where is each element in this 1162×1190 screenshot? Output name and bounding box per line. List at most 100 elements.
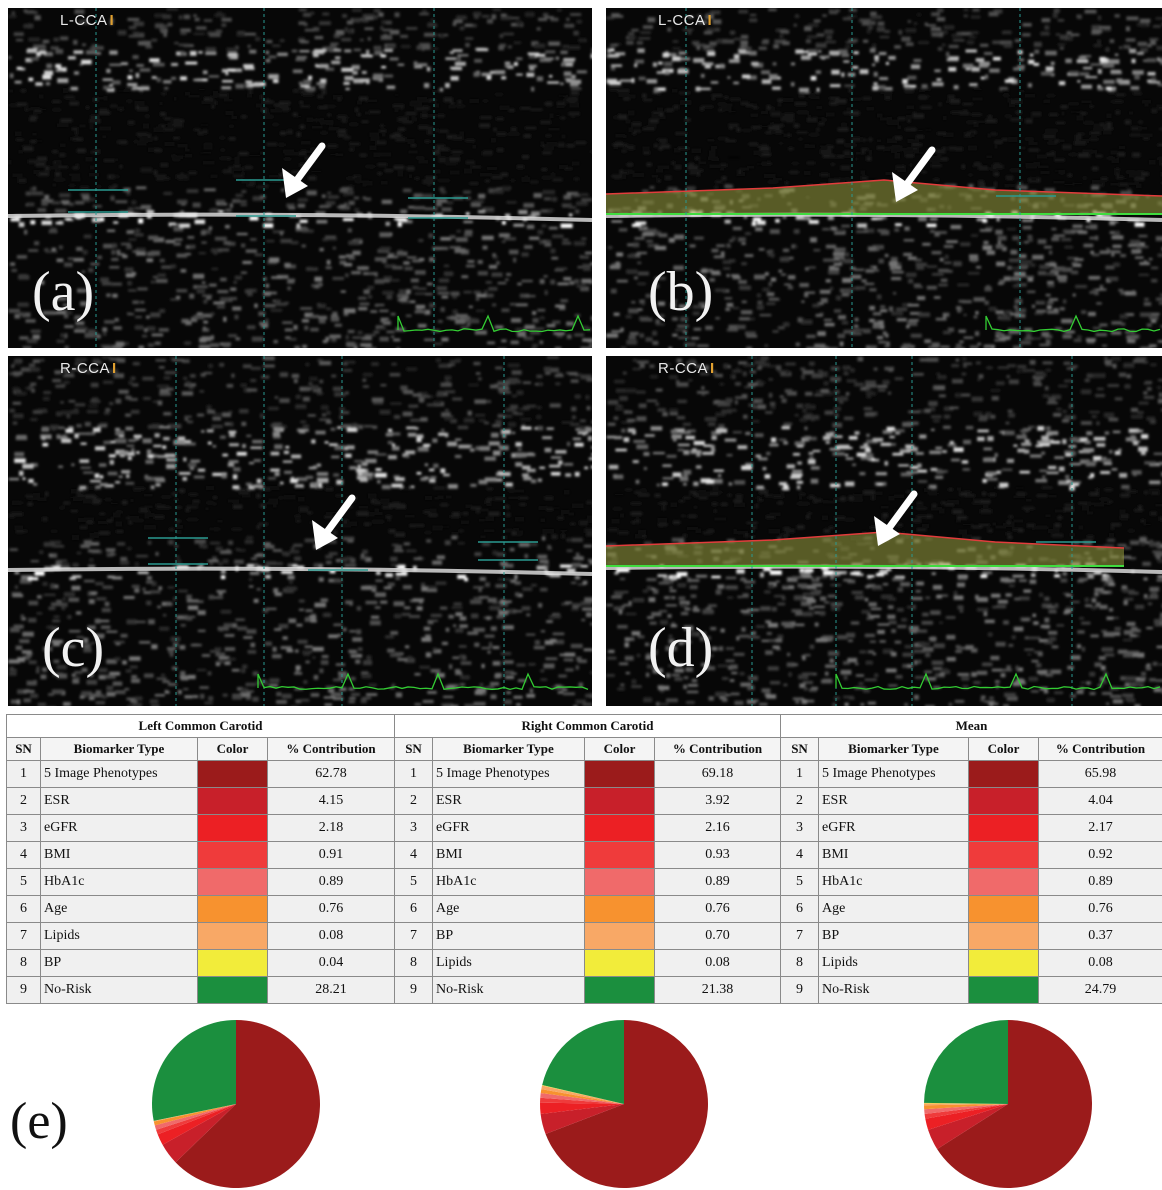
color-swatch — [198, 761, 267, 787]
row-contribution: 0.76 — [268, 896, 395, 923]
row-biomarker: BMI — [819, 842, 969, 869]
color-swatch — [198, 923, 267, 949]
row-sn: 7 — [395, 923, 433, 950]
row-biomarker: BMI — [41, 842, 198, 869]
depth-marker-icon: I — [708, 12, 713, 29]
row-contribution: 28.21 — [268, 977, 395, 1004]
row-biomarker: Age — [433, 896, 585, 923]
color-swatch — [198, 869, 267, 895]
row-color-cell — [585, 896, 655, 923]
view-label-text: R-CCA — [658, 360, 708, 377]
color-swatch — [969, 977, 1038, 1003]
row-color-cell — [585, 788, 655, 815]
color-swatch — [198, 815, 267, 841]
row-color-cell — [585, 761, 655, 788]
row-contribution: 69.18 — [655, 761, 781, 788]
color-swatch — [969, 788, 1038, 814]
row-sn: 8 — [781, 950, 819, 977]
row-color-cell — [198, 977, 268, 1004]
color-swatch — [585, 977, 654, 1003]
row-contribution: 0.89 — [1039, 869, 1162, 896]
row-biomarker: ESR — [41, 788, 198, 815]
row-contribution: 0.37 — [1039, 923, 1162, 950]
color-swatch — [969, 761, 1038, 787]
row-biomarker: BMI — [433, 842, 585, 869]
pie-chart-right-common-carotid — [538, 1018, 710, 1190]
row-color-cell — [198, 950, 268, 977]
row-biomarker: No-Risk — [819, 977, 969, 1004]
color-swatch — [198, 950, 267, 976]
row-sn: 6 — [395, 896, 433, 923]
ultrasound-image — [8, 8, 592, 348]
color-swatch — [198, 842, 267, 868]
col-header-sn: SN — [395, 738, 433, 761]
row-biomarker: Lipids — [819, 950, 969, 977]
row-color-cell — [969, 896, 1039, 923]
row-sn: 5 — [395, 869, 433, 896]
color-swatch — [198, 896, 267, 922]
row-contribution: 24.79 — [1039, 977, 1162, 1004]
row-color-cell — [585, 977, 655, 1004]
row-sn: 9 — [7, 977, 41, 1004]
row-color-cell — [585, 950, 655, 977]
group-title: Mean — [781, 715, 1162, 738]
panel-label-d: (d) — [648, 616, 713, 680]
depth-marker-icon: I — [112, 360, 117, 377]
row-contribution: 0.89 — [655, 869, 781, 896]
color-swatch — [969, 923, 1038, 949]
row-contribution: 0.76 — [655, 896, 781, 923]
pie-chart-mean — [922, 1018, 1094, 1190]
view-label-text: L-CCA — [658, 12, 706, 29]
row-contribution: 2.18 — [268, 815, 395, 842]
color-swatch — [198, 788, 267, 814]
row-contribution: 0.08 — [268, 923, 395, 950]
row-sn: 8 — [7, 950, 41, 977]
row-contribution: 2.17 — [1039, 815, 1162, 842]
group-title: Right Common Carotid — [395, 715, 781, 738]
color-swatch — [969, 950, 1038, 976]
row-sn: 1 — [781, 761, 819, 788]
col-header-contribution: % Contribution — [1039, 738, 1162, 761]
col-header-biomarker: Biomarker Type — [433, 738, 585, 761]
row-color-cell — [969, 815, 1039, 842]
row-biomarker: eGFR — [819, 815, 969, 842]
row-sn: 2 — [395, 788, 433, 815]
view-label-text: L-CCA — [60, 12, 108, 29]
depth-marker-icon: I — [710, 360, 715, 377]
row-sn: 9 — [395, 977, 433, 1004]
color-swatch — [198, 977, 267, 1003]
table-left-common-carotid: Left Common Carotid SN Biomarker Type Co… — [6, 714, 395, 1004]
row-biomarker: Lipids — [41, 923, 198, 950]
panel-label-b: (b) — [648, 260, 713, 324]
color-swatch — [585, 896, 654, 922]
color-swatch — [585, 869, 654, 895]
row-color-cell — [969, 923, 1039, 950]
row-contribution: 0.91 — [268, 842, 395, 869]
row-sn: 4 — [781, 842, 819, 869]
row-biomarker: 5 Image Phenotypes — [41, 761, 198, 788]
row-biomarker: HbA1c — [41, 869, 198, 896]
row-contribution: 3.92 — [655, 788, 781, 815]
color-swatch — [969, 896, 1038, 922]
row-biomarker: BP — [41, 950, 198, 977]
depth-marker-icon: I — [110, 12, 115, 29]
row-sn: 7 — [7, 923, 41, 950]
panel-label-a: (a) — [32, 260, 94, 324]
row-color-cell — [198, 923, 268, 950]
panel-label-c: (c) — [42, 616, 104, 680]
